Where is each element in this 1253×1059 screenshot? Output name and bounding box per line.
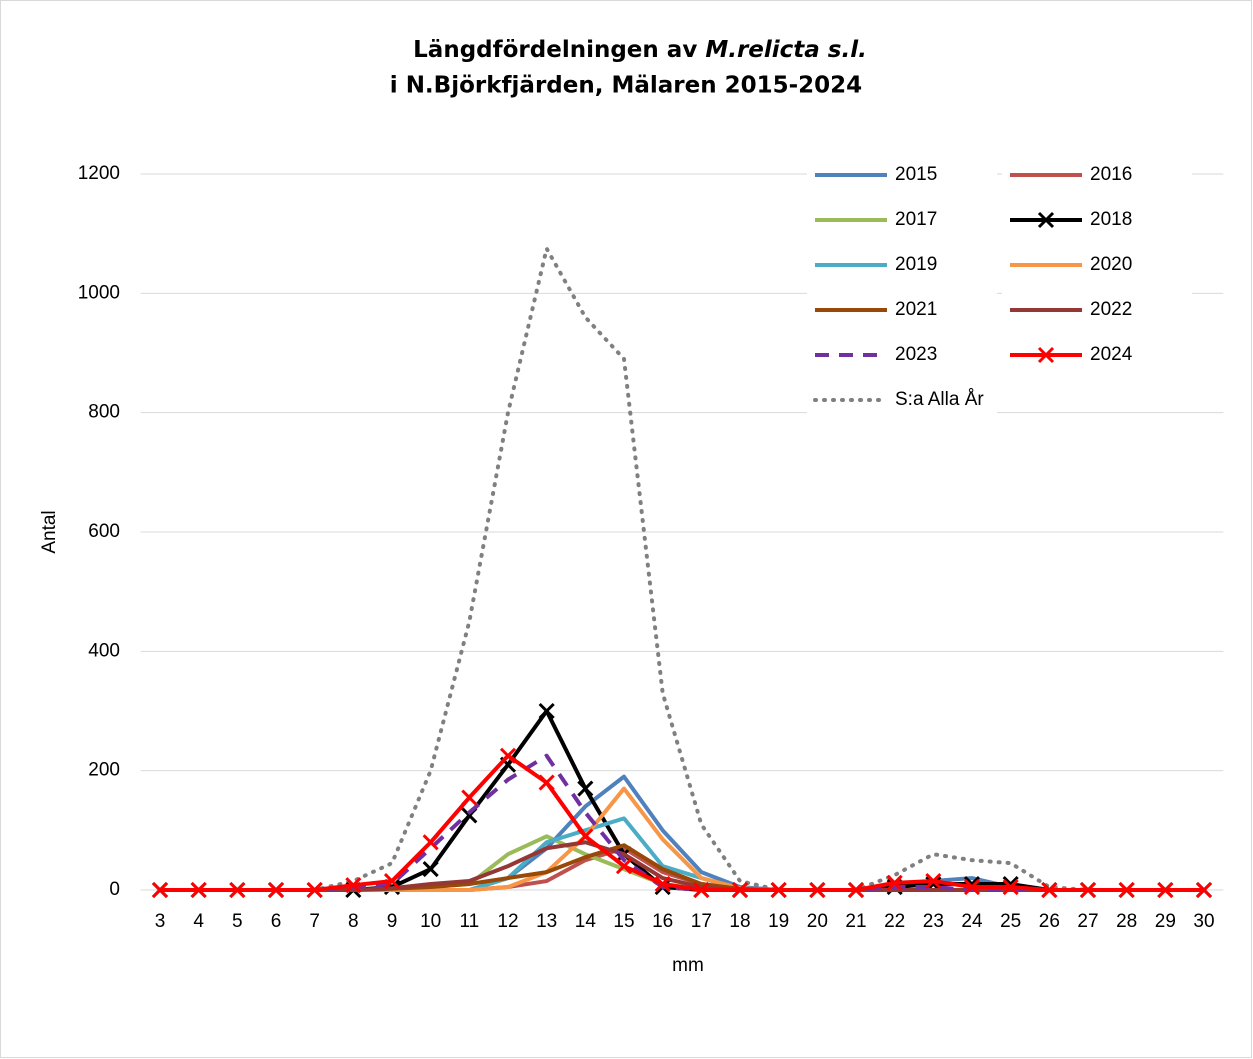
y-tick-label: 1200 <box>78 163 120 184</box>
point-marker <box>306 881 323 899</box>
point-marker <box>693 881 710 899</box>
point-marker <box>1041 881 1058 899</box>
point-marker <box>422 861 439 878</box>
point-marker <box>1079 881 1097 899</box>
point-marker <box>847 881 865 899</box>
legend-label: 2021 <box>895 299 937 320</box>
x-tick-label: 16 <box>652 911 673 932</box>
point-marker <box>1195 881 1213 899</box>
title-part: M.relicta s.l. <box>705 37 867 63</box>
x-tick-label: 15 <box>613 911 634 932</box>
x-tick-label: 11 <box>459 911 479 932</box>
point-marker <box>267 881 285 899</box>
x-tick-label: 14 <box>575 911 597 932</box>
x-tick-label: 13 <box>536 911 557 932</box>
x-tick-label: 7 <box>309 911 320 932</box>
y-tick-label: 800 <box>88 402 120 423</box>
point-marker <box>190 881 207 899</box>
legend-marker <box>1037 211 1055 229</box>
chart-title: Längdfördelningen av M.relicta s.l. <box>413 37 867 63</box>
legend-label: 2019 <box>895 254 937 275</box>
x-tick-label: 10 <box>420 911 441 932</box>
x-tick-label: 4 <box>193 911 204 932</box>
x-tick-label: 3 <box>155 911 166 932</box>
point-marker <box>925 872 942 890</box>
x-tick-label: 26 <box>1039 911 1060 932</box>
series-line <box>158 753 1206 892</box>
point-marker <box>577 780 594 797</box>
y-tick-label: 200 <box>88 760 120 781</box>
x-tick-label: 27 <box>1077 911 1098 932</box>
y-axis-label: Antal <box>39 510 60 553</box>
x-tick-label: 17 <box>691 911 712 932</box>
legend-label: 2024 <box>1090 344 1133 365</box>
x-tick-label: 12 <box>497 911 518 932</box>
point-marker <box>461 789 478 806</box>
y-tick-label: 1000 <box>78 282 120 303</box>
legend-label: 2018 <box>1090 209 1132 230</box>
x-tick-label: 8 <box>348 911 359 932</box>
point-marker <box>770 881 787 899</box>
legend-label: S:a Alla År <box>895 389 984 410</box>
point-marker <box>422 834 439 851</box>
y-tick-label: 600 <box>88 521 120 542</box>
point-marker <box>229 881 246 899</box>
point-marker <box>963 878 981 896</box>
point-marker <box>1157 881 1174 899</box>
legend-label: 2023 <box>895 344 937 365</box>
legend-label: 2020 <box>1090 254 1132 275</box>
x-axis-label: mm <box>672 955 704 976</box>
point-marker <box>809 881 826 899</box>
point-marker <box>383 872 401 890</box>
x-tick-label: 20 <box>807 911 828 932</box>
x-tick-label: 21 <box>845 911 866 932</box>
point-marker <box>577 828 594 845</box>
x-tick-label: 25 <box>1000 911 1021 932</box>
x-tick-label: 23 <box>923 911 944 932</box>
legend-label: 2016 <box>1090 164 1132 185</box>
point-marker <box>1002 878 1019 896</box>
point-marker <box>499 747 517 764</box>
x-tick-label: 6 <box>271 911 282 932</box>
x-tick-label: 18 <box>729 911 750 932</box>
chart-subtitle: i N.Björkfjärden, Mälaren 2015-2024 <box>390 73 862 99</box>
x-tick-label: 19 <box>768 911 789 932</box>
point-marker <box>538 702 555 720</box>
legend-label: 2015 <box>895 164 937 185</box>
legend-bg <box>807 337 997 373</box>
x-tick-label: 24 <box>961 911 983 932</box>
point-marker <box>151 881 169 899</box>
x-tick-label: 5 <box>232 911 243 932</box>
point-marker <box>654 875 671 893</box>
x-tick-label: 9 <box>387 911 398 932</box>
legend-label: 2022 <box>1090 299 1132 320</box>
legend-bg <box>807 382 997 418</box>
title-part: Längdfördelningen av <box>413 37 705 63</box>
point-marker <box>1118 881 1135 899</box>
x-tick-label: 22 <box>884 911 905 932</box>
y-tick-label: 0 <box>109 879 120 900</box>
x-tick-label: 30 <box>1193 911 1214 932</box>
point-marker <box>731 881 749 899</box>
point-marker <box>345 877 362 894</box>
legend-label: 2017 <box>895 209 937 230</box>
point-marker <box>886 874 903 891</box>
x-tick-label: 28 <box>1116 911 1137 932</box>
point-marker <box>615 858 633 875</box>
y-tick-label: 400 <box>88 640 120 661</box>
series-line <box>158 246 1206 892</box>
x-tick-label: 29 <box>1155 911 1176 932</box>
legend-marker <box>1037 346 1055 364</box>
point-marker <box>538 774 555 791</box>
